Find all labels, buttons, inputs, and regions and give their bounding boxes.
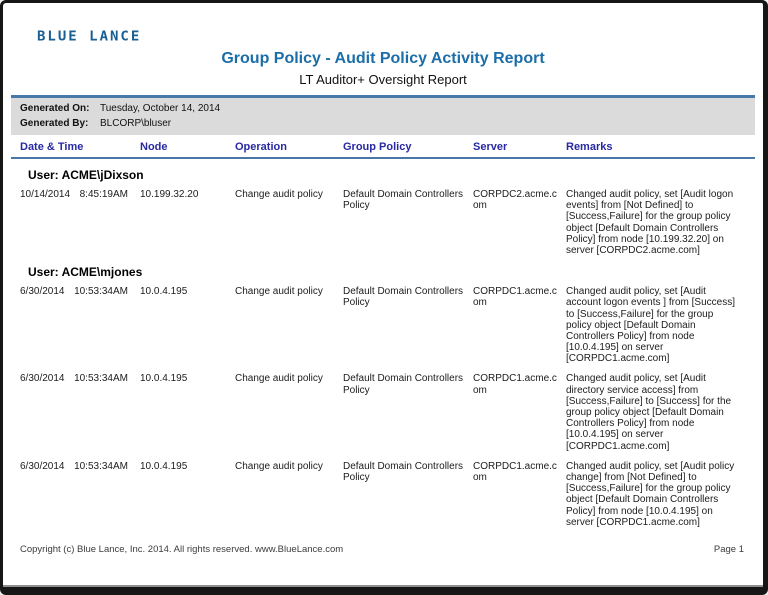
- cell-date-time: 6/30/2014 10:53:34AM: [20, 286, 128, 364]
- cell-group-policy: Default Domain Controllers Policy: [343, 460, 464, 483]
- table-row: 6/30/2014 10:53:34AM 10.0.4.195 Change a…: [3, 286, 763, 364]
- cell-remarks: Changed audit policy, set [Audit policy …: [566, 460, 735, 528]
- table-row: 6/30/2014 10:53:34AM 10.0.4.195 Change a…: [3, 373, 763, 451]
- column-header-server: Server: [473, 141, 508, 153]
- user-group: User: ACME\jDixson 10/14/2014 8:45:19AM …: [3, 168, 763, 256]
- column-header-node: Node: [140, 141, 168, 153]
- cell-date: 6/30/2014: [20, 286, 65, 298]
- table-row: 6/30/2014 10:53:34AM 10.0.4.195 Change a…: [3, 461, 763, 528]
- cell-node: 10.0.4.195: [140, 460, 188, 472]
- cell-date-time: 6/30/2014 10:53:34AM: [20, 461, 128, 528]
- table-header: Date & Time Node Operation Group Policy …: [3, 138, 763, 156]
- cell-group-policy: Default Domain Controllers Policy: [343, 286, 464, 309]
- cell-remarks: Changed audit policy, set [Audit directo…: [566, 373, 732, 452]
- copyright-text: Copyright (c) Blue Lance, Inc. 2014. All…: [20, 544, 344, 555]
- user-group: User: ACME\mjones 6/30/2014 10:53:34AM 1…: [3, 265, 763, 528]
- column-header-operation: Operation: [235, 141, 287, 153]
- table-header-divider: [11, 157, 755, 159]
- column-header-remarks: Remarks: [566, 141, 613, 153]
- report-table-body: User: ACME\jDixson 10/14/2014 8:45:19AM …: [3, 168, 763, 528]
- cell-operation: Change audit policy: [235, 189, 323, 200]
- column-header-date-time: Date & Time: [20, 141, 84, 153]
- report-title: Group Policy - Audit Policy Activity Rep…: [221, 50, 545, 67]
- cell-node: 10.199.32.20: [140, 189, 199, 200]
- cell-time: 8:45:19AM: [79, 189, 128, 200]
- cell-time: 10:53:34AM: [74, 460, 128, 472]
- cell-node: 10.0.4.195: [140, 286, 188, 298]
- cell-operation: Change audit policy: [235, 460, 323, 472]
- cell-date: 6/30/2014: [20, 373, 65, 385]
- cell-date-time: 10/14/2014 8:45:19AM: [20, 189, 128, 256]
- cell-date-time: 6/30/2014 10:53:34AM: [20, 373, 128, 451]
- blue-lance-logo: BLUE LANCE: [37, 29, 142, 45]
- report-subtitle: LT Auditor+ Oversight Report: [299, 72, 467, 87]
- cell-server: CORPDC1.acme.com: [473, 286, 557, 309]
- page-number: Page 1: [713, 544, 744, 555]
- cell-group-policy: Default Domain Controllers Policy: [343, 189, 464, 212]
- page-footer: Copyright (c) Blue Lance, Inc. 2014. All…: [20, 544, 744, 555]
- column-header-group-policy: Group Policy: [343, 141, 412, 153]
- generated-on-row: Generated On: Tuesday, October 14, 2014: [11, 101, 755, 116]
- cell-date: 10/14/2014: [20, 189, 71, 200]
- cell-time: 10:53:34AM: [74, 373, 128, 385]
- generated-by-value: BLCORP\bluser: [100, 118, 172, 129]
- generated-on-value: Tuesday, October 14, 2014: [100, 103, 221, 114]
- header-divider: [11, 95, 755, 98]
- cell-remarks: Changed audit policy, set [Audit account…: [566, 286, 735, 365]
- generated-on-label: Generated On:: [20, 103, 90, 114]
- cell-date: 6/30/2014: [20, 460, 65, 472]
- cell-operation: Change audit policy: [235, 286, 323, 298]
- table-row: 10/14/2014 8:45:19AM 10.199.32.20 Change…: [3, 189, 763, 256]
- generated-by-label: Generated By:: [20, 118, 89, 129]
- cell-server: CORPDC1.acme.com: [473, 460, 557, 483]
- generated-by-row: Generated By: BLCORP\bluser: [11, 116, 755, 131]
- cell-server: CORPDC2.acme.com: [473, 189, 557, 212]
- user-group-heading: User: ACME\mjones: [28, 265, 143, 280]
- cell-group-policy: Default Domain Controllers Policy: [343, 373, 464, 396]
- cell-time: 10:53:34AM: [74, 286, 128, 298]
- cell-remarks: Changed audit policy, set [Audit logon e…: [566, 189, 734, 256]
- user-group-heading: User: ACME\jDixson: [28, 168, 144, 182]
- cell-server: CORPDC1.acme.com: [473, 373, 557, 396]
- cell-node: 10.0.4.195: [140, 373, 188, 385]
- cell-operation: Change audit policy: [235, 373, 323, 385]
- meta-box: Generated On: Tuesday, October 14, 2014 …: [11, 98, 755, 135]
